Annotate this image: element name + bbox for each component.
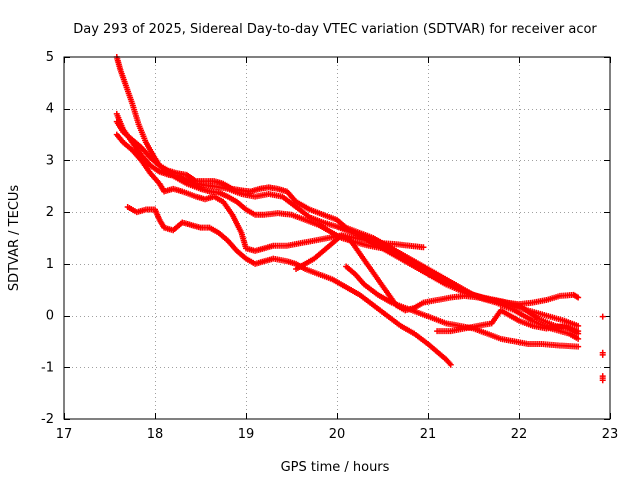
x-tick-label: 17 [56,427,73,442]
data-point-markers [599,349,606,358]
series-track-5 [124,203,454,368]
plot-frame [63,56,611,420]
x-tick-label: 19 [238,427,255,442]
series-track-9 [599,313,606,320]
x-tick-label: 23 [602,427,619,442]
y-tick-label: 1 [46,257,54,272]
data-point-markers [113,118,582,342]
series-track-3 [113,118,582,342]
data-point-markers [434,307,582,335]
x-tick-label: 18 [147,427,164,442]
x-tick-label: 21 [420,427,437,442]
series-track-8 [434,307,582,335]
grid-lines [64,57,610,419]
y-tick-label: 2 [46,205,54,220]
y-tick-label: -2 [41,412,54,427]
x-tick-label: 22 [511,427,528,442]
y-tick-label: -1 [41,360,54,375]
x-axis-label: GPS time / hours [281,460,390,475]
y-tick-label: 3 [46,153,54,168]
y-tick-label: 0 [46,309,54,324]
data-series [113,54,606,384]
y-tick-label: 5 [46,50,54,65]
x-tick-label: 20 [329,427,346,442]
data-point-markers [599,373,606,384]
y-axis-label: SDTVAR / TECUs [7,185,22,292]
data-point-markers [599,313,606,320]
series-track-10 [599,349,606,358]
chart-title: Day 293 of 2025, Sidereal Day-to-day VTE… [73,22,597,37]
series-track-11 [599,373,606,384]
data-point-markers [124,203,454,368]
y-tick-label: 4 [46,102,54,117]
